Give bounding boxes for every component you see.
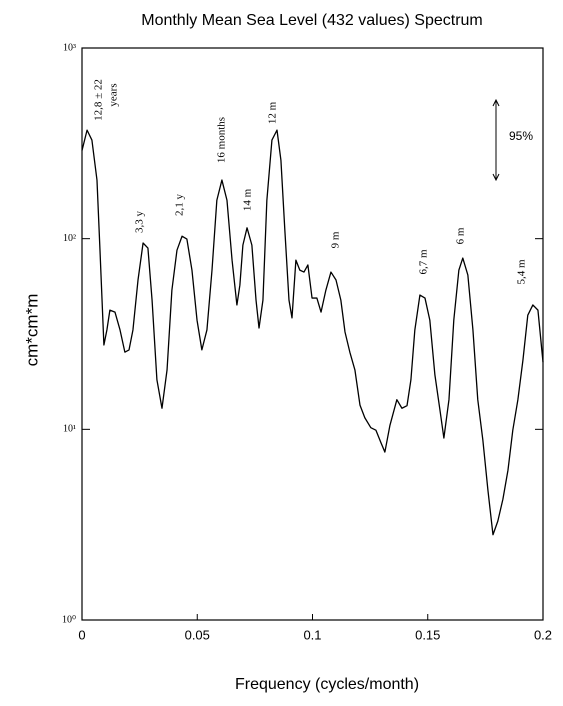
chart-title: Monthly Mean Sea Level (432 values) Spec… [141,12,483,29]
x-tick-label: 0.2 [534,627,552,642]
spectrum-line [81,129,544,536]
x-tick-label: 0.1 [303,627,321,642]
x-tick-label: 0.15 [415,627,440,642]
y-axis-label: cm*cm*m [22,294,41,367]
annotation: 16 months [216,117,228,163]
annotation: 95% [509,129,533,143]
y-tick-label: 10⁰ [62,614,76,625]
annotation: 9 m [330,231,342,248]
annotation: years [108,83,120,106]
x-tick-label: 0.05 [185,627,210,642]
annotation: 2,1 y [174,194,186,217]
annotation: 12,8 ± 22 [93,79,105,121]
annotation: 6 m [455,227,467,244]
x-tick-label: 0 [78,627,85,642]
y-tick-label: 10³ [63,42,76,53]
y-tick-label: 10¹ [63,424,76,435]
annotation: 12 m [267,101,279,124]
annotation: 14 m [242,188,254,211]
annotation: 5,4 m [516,259,528,285]
y-tick-label: 10² [63,233,76,244]
confidence-arrows [492,98,500,182]
annotation: 6,7 m [418,249,430,275]
x-axis-label: Frequency (cycles/month) [235,676,419,693]
annotation: 3,3 y [134,211,146,234]
